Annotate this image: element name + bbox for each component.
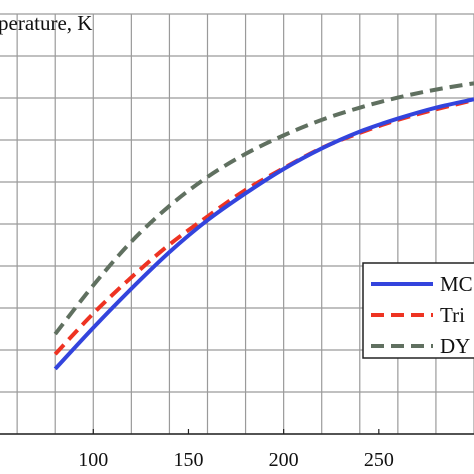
legend-label-tri: Tri: [440, 303, 465, 327]
legend: MC Tri DY: [362, 262, 474, 359]
series-line-dy: [53, 81, 474, 336]
series-line-mc: [53, 97, 474, 371]
y-axis-label: perature, K: [0, 11, 92, 35]
x-tick-labels: 100 150 200 250: [78, 429, 394, 471]
legend-label-mc: MC: [440, 272, 473, 296]
legend-entries: MC Tri DY: [371, 272, 473, 358]
x-tick-label: 200: [269, 449, 299, 471]
legend-label-dy: DY: [440, 334, 470, 358]
series-layer: [53, 81, 474, 371]
x-tick-label: 100: [78, 449, 108, 471]
grid: [0, 13, 474, 435]
legend-box: [362, 262, 474, 359]
x-tick-label: 250: [364, 449, 394, 471]
x-tick-label: 150: [173, 449, 203, 471]
